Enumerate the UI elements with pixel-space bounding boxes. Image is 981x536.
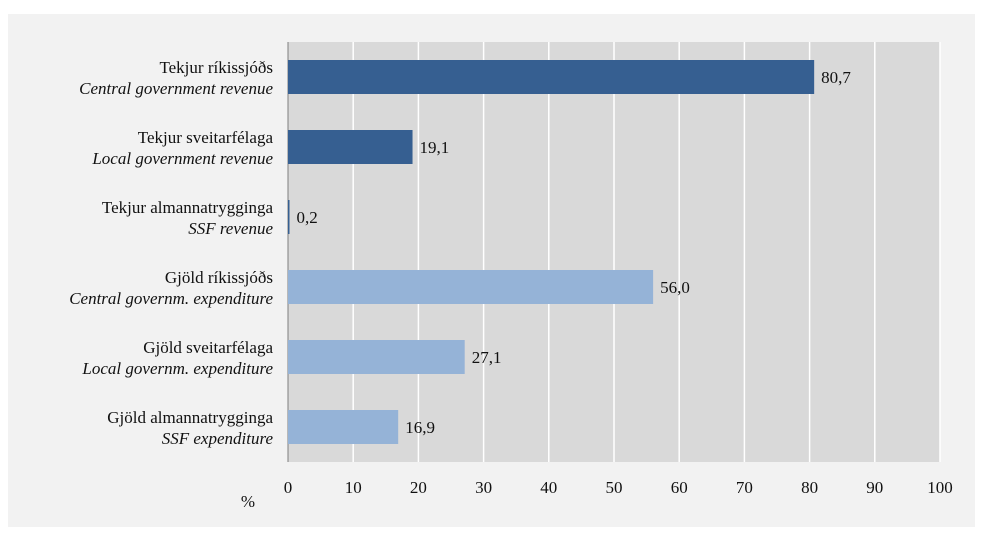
category-label-en: Central government revenue (79, 79, 273, 98)
bar (288, 200, 290, 234)
x-tick-label: 100 (927, 478, 953, 497)
bar (288, 130, 413, 164)
category-label-en: SSF revenue (188, 219, 273, 238)
data-label: 80,7 (821, 68, 851, 87)
category-label-is: Gjöld almannatrygginga (107, 408, 273, 427)
category-label-en: Local governm. expenditure (81, 359, 273, 378)
x-tick-label: 60 (671, 478, 688, 497)
x-tick-label: 30 (475, 478, 492, 497)
data-label: 16,9 (405, 418, 435, 437)
x-tick-label: 0 (284, 478, 293, 497)
x-tick-label: 20 (410, 478, 427, 497)
x-tick-label: 10 (345, 478, 362, 497)
data-label: 27,1 (472, 348, 502, 367)
category-label-is: Tekjur sveitarfélaga (138, 128, 274, 147)
category-label-en: Local government revenue (91, 149, 273, 168)
data-label: 19,1 (420, 138, 450, 157)
x-unit-label: % (241, 492, 255, 511)
bar (288, 410, 399, 444)
category-labels: Tekjur ríkissjóðs Central government reve… (69, 58, 273, 448)
category-label-is: Tekjur ríkissjóðs (159, 58, 273, 77)
x-tick-label: 40 (540, 478, 557, 497)
bar (288, 340, 465, 374)
data-label: 56,0 (660, 278, 690, 297)
category-label-is: Gjöld ríkissjóðs (165, 268, 273, 287)
x-tick-label: 80 (801, 478, 818, 497)
bars: 80,7 19,1 0,2 56,0 27,1 16,9 (288, 60, 851, 444)
category-label-en: Central governm. expenditure (69, 289, 273, 308)
x-tick-label: 50 (606, 478, 623, 497)
category-label-is: Tekjur almannatrygginga (102, 198, 274, 217)
category-label-is: Gjöld sveitarfélaga (143, 338, 273, 357)
data-label: 0,2 (297, 208, 318, 227)
category-label-en: SSF expenditure (162, 429, 274, 448)
x-tick-labels: 0 10 20 30 40 50 60 70 80 90 100 (284, 478, 953, 497)
x-tick-label: 90 (866, 478, 883, 497)
gridlines (352, 42, 941, 462)
bar (288, 60, 815, 94)
x-tick-label: 70 (736, 478, 753, 497)
bar (288, 270, 654, 304)
